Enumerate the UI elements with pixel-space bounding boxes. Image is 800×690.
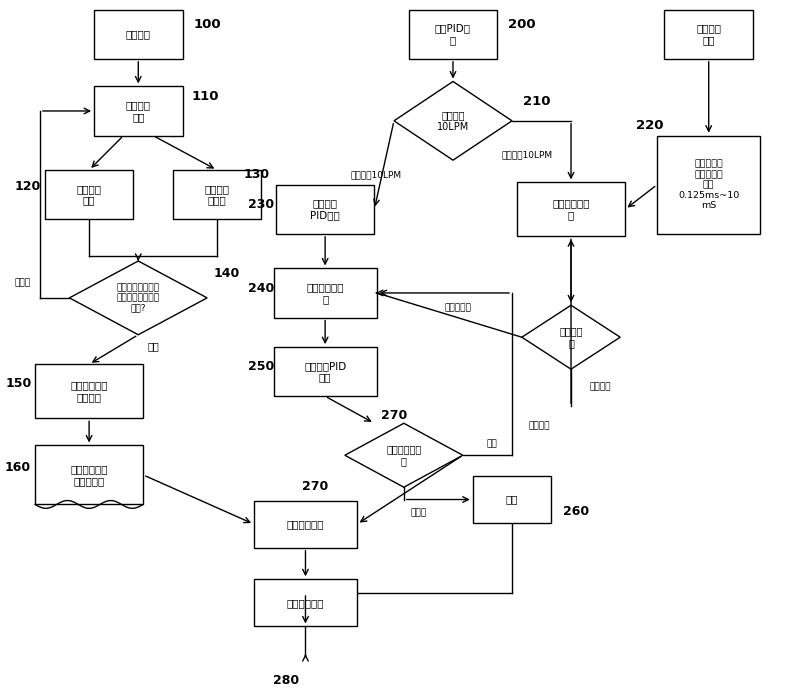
Bar	[409, 10, 498, 59]
Text: 270: 270	[381, 409, 407, 422]
Text: 阀门开度和监测流
量对应关系建立完
成否?: 阀门开度和监测流 量对应关系建立完 成否?	[117, 283, 160, 313]
Text: 反馈调节: 反馈调节	[529, 421, 550, 431]
Text: 完成: 完成	[147, 342, 159, 352]
Text: 需要调节阀门
否: 需要调节阀门 否	[386, 444, 422, 466]
Bar	[657, 135, 760, 234]
Text: 230: 230	[248, 198, 274, 211]
Text: 需要: 需要	[487, 439, 498, 448]
Text: 140: 140	[214, 267, 240, 279]
Text: 流量大于
10LPM: 流量大于 10LPM	[437, 110, 469, 132]
Bar	[665, 10, 753, 59]
Text: 进入流量
PID控制: 进入流量 PID控制	[310, 199, 340, 220]
Text: 工程菜单: 工程菜单	[126, 29, 150, 39]
Text: 控制阀门动作: 控制阀门动作	[286, 598, 324, 608]
Polygon shape	[394, 81, 512, 160]
Text: 监测传感
器流量: 监测传感 器流量	[205, 184, 230, 206]
Text: 160: 160	[4, 460, 30, 473]
Text: 200: 200	[508, 18, 536, 31]
Text: 推抚未完成: 推抚未完成	[445, 303, 471, 312]
Text: 整理对应关系
存入内存: 整理对应关系 存入内存	[70, 380, 108, 402]
Text: 流量大于10LPM: 流量大于10LPM	[350, 170, 402, 179]
Text: 推抚时间
到: 推抚时间 到	[559, 326, 582, 348]
Text: 阀门与流速对
应关系数据: 阀门与流速对 应关系数据	[70, 464, 108, 486]
Polygon shape	[345, 423, 463, 487]
Text: 根据阀特性
调整推抚时
间从
0.125ms~10
mS: 根据阀特性 调整推抚时 间从 0.125ms~10 mS	[678, 159, 739, 210]
Bar	[94, 86, 182, 135]
Text: 流量小于10LPM: 流量小于10LPM	[501, 150, 552, 160]
Text: 计算流量PID
参数: 计算流量PID 参数	[304, 361, 346, 382]
Text: 280: 280	[273, 674, 299, 687]
Text: 返回: 返回	[506, 495, 518, 504]
Text: 流量PID控
制: 流量PID控 制	[435, 23, 471, 45]
Text: 设定阀门
开度: 设定阀门 开度	[77, 184, 102, 206]
Polygon shape	[70, 261, 207, 335]
Text: 270: 270	[302, 480, 329, 493]
Bar	[254, 579, 357, 627]
Text: 150: 150	[5, 377, 31, 390]
Text: 读取阀门数据: 读取阀门数据	[286, 519, 324, 529]
Text: 阀门曲线
校准: 阀门曲线 校准	[126, 100, 150, 121]
Text: 推抚完成: 推抚完成	[590, 382, 611, 391]
Text: 110: 110	[191, 90, 219, 103]
Bar	[473, 476, 551, 523]
Bar	[35, 446, 143, 504]
Bar	[517, 182, 625, 237]
Bar	[35, 364, 143, 418]
Bar	[173, 170, 262, 219]
Bar	[94, 10, 182, 59]
Bar	[274, 347, 377, 396]
Text: 260: 260	[563, 505, 589, 518]
Text: 220: 220	[636, 119, 663, 132]
Bar	[274, 268, 377, 317]
Text: 不需要: 不需要	[410, 509, 426, 518]
Text: 250: 250	[248, 360, 274, 373]
Bar	[276, 185, 374, 234]
Bar	[254, 500, 357, 548]
Text: 推抚时间
调节: 推抚时间 调节	[696, 23, 722, 45]
Polygon shape	[522, 305, 620, 369]
Text: 130: 130	[243, 168, 270, 181]
Text: 未完成: 未完成	[14, 279, 30, 288]
Bar	[45, 170, 134, 219]
Text: 210: 210	[523, 95, 550, 108]
Text: 240: 240	[248, 282, 274, 295]
Text: 大电流推抚控
制: 大电流推抚控 制	[552, 199, 590, 220]
Text: 100: 100	[194, 18, 221, 31]
Text: 监测传感器流
量: 监测传感器流 量	[306, 282, 344, 304]
Text: 120: 120	[15, 180, 42, 193]
